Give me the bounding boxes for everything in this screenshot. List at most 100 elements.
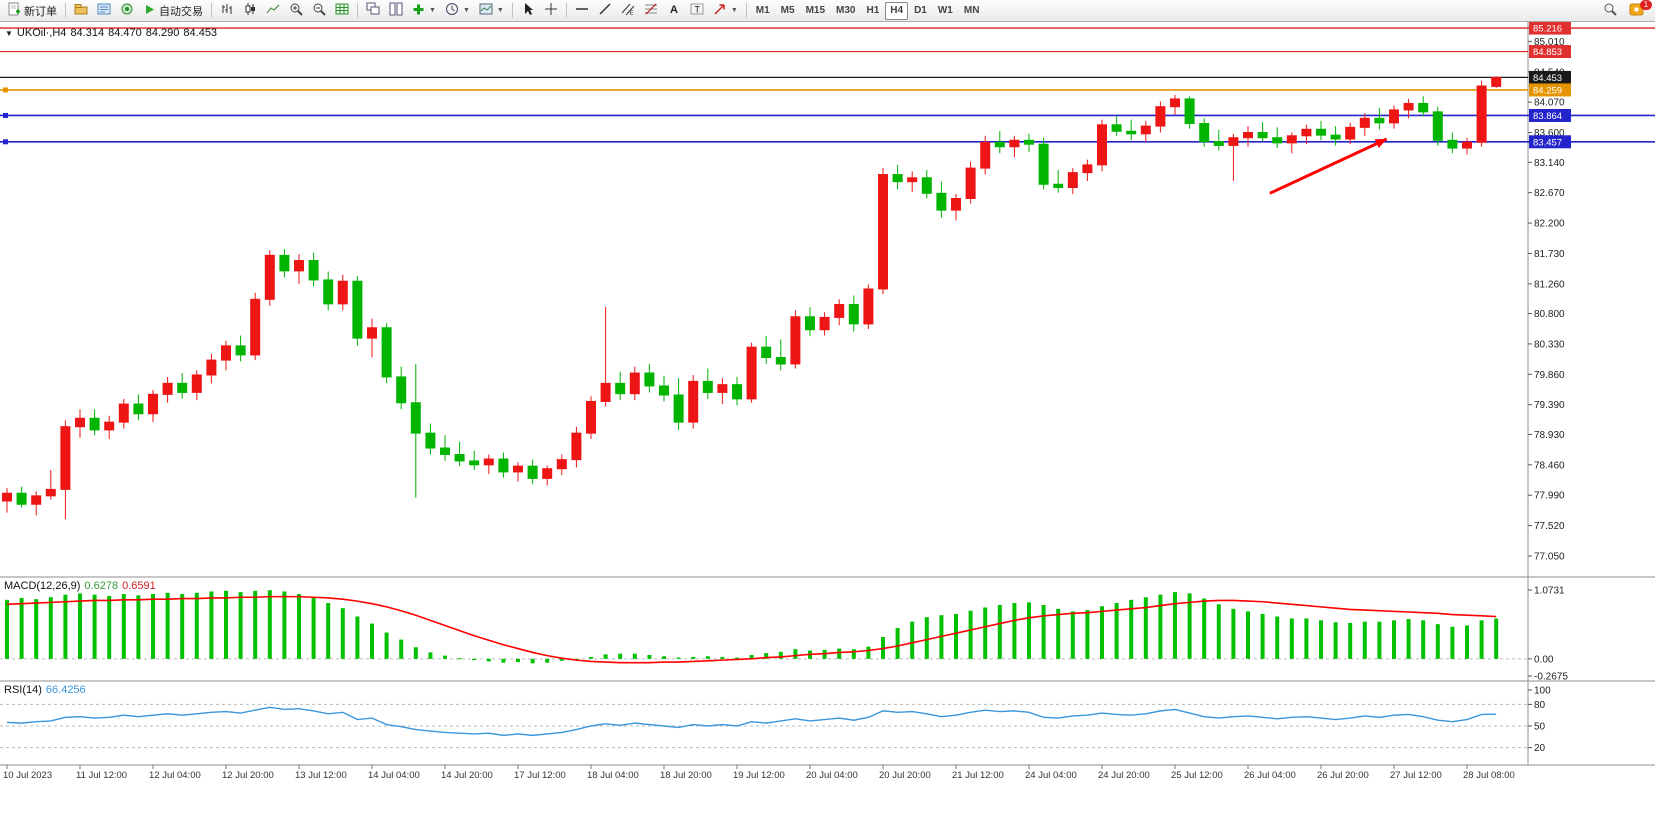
tile-windows-icon (389, 2, 403, 19)
macd-label: MACD(12,26,9) (4, 580, 81, 592)
search-button[interactable] (1599, 2, 1621, 20)
price-tick-label: 83.140 (1534, 158, 1565, 169)
trend-arrow[interactable] (1269, 137, 1388, 195)
equidistant-channel-tool-button[interactable]: E (617, 2, 639, 20)
arrows-tool-button[interactable]: ▼ (709, 2, 742, 20)
text-label-tool-button[interactable]: T (686, 2, 708, 20)
price-badge (1529, 83, 1571, 97)
trendline-tool-button[interactable] (594, 2, 616, 20)
periods-button[interactable]: ▼ (441, 2, 474, 20)
arrows-tool-icon (713, 2, 727, 19)
timeframe-m15-button[interactable]: M15 (801, 2, 830, 20)
indicators-button[interactable]: ▼ (408, 2, 440, 20)
timeframe-m30-button[interactable]: M30 (831, 2, 860, 20)
price-badge (1529, 135, 1571, 149)
timeframe-h1-button[interactable]: H1 (861, 2, 884, 20)
autotrading-button[interactable]: 自动交易 (139, 2, 207, 20)
new-order-button[interactable]: 新订单 (3, 2, 61, 20)
time-tick-label: 12 Jul 04:00 (149, 770, 201, 781)
templates-button[interactable]: ▼ (475, 2, 508, 20)
dropdown-caret-icon: ▼ (730, 7, 738, 14)
price-badge (1529, 70, 1571, 84)
price-badge-label: 85.216 (1533, 24, 1562, 35)
macd-tick-label: 0.00 (1534, 654, 1554, 665)
symbol-period-label: UKOil·,H4 (16, 27, 67, 39)
tile-windows-button[interactable] (385, 2, 407, 20)
profiles-button[interactable] (70, 2, 92, 20)
zoom-in-icon (289, 2, 303, 19)
new-order-icon (7, 2, 21, 19)
time-tick-label: 20 Jul 20:00 (879, 770, 931, 781)
rsi-tick-label: 80 (1534, 700, 1546, 711)
profiles-icon (74, 2, 88, 19)
timeframe-w1-button[interactable]: W1 (933, 2, 958, 20)
price-tick-label: 85.010 (1534, 37, 1565, 48)
timeframe-mn-button[interactable]: MN (959, 2, 985, 20)
zoom-out-icon (312, 2, 326, 19)
time-tick-label: 18 Jul 04:00 (587, 770, 639, 781)
hline-handle[interactable] (3, 112, 8, 118)
fibonacci-tool-button[interactable] (640, 2, 662, 20)
chart-legend: ▼ UKOil·,H4 84.314 84.470 84.290 84.453 (5, 27, 221, 39)
price-tick-label: 77.990 (1534, 491, 1565, 502)
toolbar-separator (357, 3, 358, 18)
hline-handle[interactable] (3, 87, 8, 93)
cursor-icon (521, 2, 535, 19)
zoom-in-button[interactable] (285, 2, 307, 20)
price-tick-label: 83.600 (1534, 128, 1565, 139)
notifications-button[interactable]: 1 (1625, 0, 1652, 20)
time-tick-label: 14 Jul 04:00 (368, 770, 420, 781)
bar-chart-icon (220, 2, 234, 19)
rsi-axis[interactable]: 100 80 50 20 (1528, 686, 1551, 755)
zoom-out-button[interactable] (308, 2, 330, 20)
market-watch-button[interactable] (93, 2, 115, 20)
price-tick-label: 81.730 (1534, 249, 1565, 260)
bar-chart-button[interactable] (216, 2, 238, 20)
price-tick-label: 79.390 (1534, 400, 1565, 411)
timeframe-m1-button[interactable]: M1 (751, 2, 775, 20)
text-tool-button[interactable]: A (663, 2, 685, 20)
high-value: 84.470 (108, 27, 142, 39)
timeframe-m5-button[interactable]: M5 (776, 2, 800, 20)
rsi-tick-label: 20 (1534, 743, 1546, 754)
horizontal-lines[interactable] (0, 27, 1655, 145)
indicators-plus-icon (412, 3, 425, 19)
time-tick-label: 24 Jul 20:00 (1098, 770, 1150, 781)
crosshair-button[interactable] (540, 2, 562, 20)
text-label-icon: T (690, 2, 704, 19)
macd-axis[interactable]: 1.0731 0.00 -0.2675 (1528, 586, 1568, 683)
grid-button[interactable] (331, 2, 353, 20)
time-axis[interactable]: 10 Jul 2023 11 Jul 12:00 12 Jul 04:00 12 Ju… (3, 765, 1515, 781)
cascade-windows-icon (366, 2, 380, 19)
price-tick-label: 84.070 (1534, 98, 1565, 109)
price-badge (1529, 21, 1571, 35)
toolbar-separator (565, 3, 567, 18)
price-tick-label: 77.050 (1534, 551, 1565, 562)
navigator-button[interactable] (116, 2, 138, 20)
macd-signal-value: 0.6591 (122, 580, 156, 592)
price-axis[interactable]: 85.01084.54084.07083.60083.14082.67082.2… (1528, 21, 1571, 563)
quick-trade-toggle-icon[interactable]: ▼ (5, 29, 13, 38)
rsi-tick-label: 100 (1534, 686, 1551, 697)
horizontal-line-tool-button[interactable] (571, 2, 593, 20)
toolbar-right-group: 1 (1599, 0, 1652, 20)
price-tick-label: 81.260 (1534, 279, 1565, 290)
cursor-button[interactable] (517, 2, 539, 20)
timeframe-h4-button[interactable]: H4 (885, 1, 909, 20)
macd-main-value: 0.6278 (84, 580, 119, 592)
line-chart-button[interactable] (262, 2, 284, 20)
candlestick-chart-button[interactable] (239, 2, 261, 20)
panel-separators[interactable] (0, 22, 1655, 766)
candlestick-chart-icon (243, 2, 257, 19)
close-value: 84.453 (183, 27, 218, 39)
time-tick-label: 25 Jul 12:00 (1171, 770, 1223, 781)
timeframe-d1-button[interactable]: D1 (909, 2, 932, 20)
navigator-icon (120, 2, 134, 19)
search-icon (1603, 2, 1617, 19)
time-tick-label: 10 Jul 2023 (3, 770, 52, 781)
cascade-windows-button[interactable] (362, 2, 384, 20)
rsi-legend: RSI(14) 66.4256 (4, 684, 90, 696)
hline-handle[interactable] (3, 139, 8, 145)
